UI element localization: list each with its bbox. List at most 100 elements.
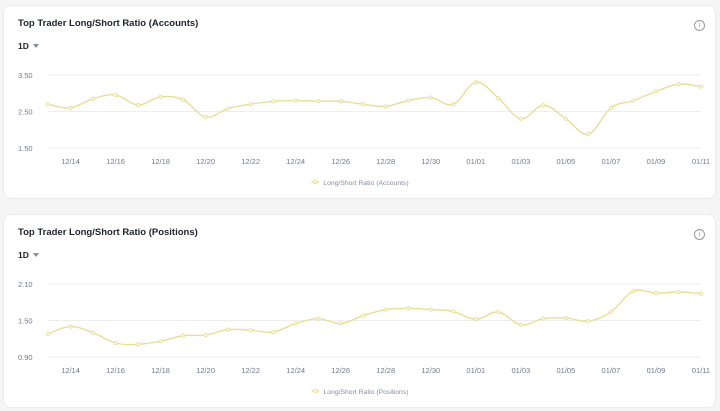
y-tick-label: 0.90 xyxy=(18,353,33,362)
data-point[interactable] xyxy=(653,291,659,296)
caret-down-icon xyxy=(32,253,39,257)
data-point[interactable] xyxy=(45,331,51,336)
x-tick-label: 12/18 xyxy=(151,366,170,375)
x-tick-label: 12/28 xyxy=(376,366,395,375)
y-tick-label: 2.50 xyxy=(18,108,33,117)
data-point[interactable] xyxy=(203,333,208,338)
x-tick-label: 12/20 xyxy=(196,366,215,375)
data-point[interactable] xyxy=(113,340,118,346)
x-tick-label: 01/01 xyxy=(466,157,485,166)
info-icon[interactable]: i xyxy=(694,20,705,31)
data-point[interactable] xyxy=(586,319,591,324)
data-point[interactable] xyxy=(361,313,366,318)
x-tick-label: 01/05 xyxy=(557,366,576,375)
data-point[interactable] xyxy=(473,317,478,322)
legend-marker xyxy=(313,179,318,185)
data-point[interactable] xyxy=(563,116,568,121)
x-tick-label: 01/07 xyxy=(602,157,621,166)
interval-selector[interactable]: 1D xyxy=(18,250,39,260)
data-point[interactable] xyxy=(496,309,501,315)
data-point[interactable] xyxy=(338,321,343,326)
data-point[interactable] xyxy=(451,309,456,314)
x-tick-label: 01/09 xyxy=(647,366,666,375)
x-tick-label: 12/24 xyxy=(286,157,305,166)
data-point[interactable] xyxy=(90,330,96,335)
x-tick-label: 12/14 xyxy=(61,366,80,375)
data-point[interactable] xyxy=(248,102,253,107)
y-tick-label: 2.10 xyxy=(18,280,33,289)
data-point[interactable] xyxy=(158,94,163,100)
data-point[interactable] xyxy=(563,315,568,321)
data-point[interactable] xyxy=(293,98,298,103)
data-point[interactable] xyxy=(698,291,704,296)
x-tick-label: 12/16 xyxy=(106,366,125,375)
data-point[interactable] xyxy=(203,114,208,120)
data-point[interactable] xyxy=(181,97,186,102)
x-tick-label: 12/30 xyxy=(421,366,440,375)
data-point[interactable] xyxy=(113,92,118,98)
data-point[interactable] xyxy=(271,329,276,335)
data-point[interactable] xyxy=(383,104,388,109)
x-tick-label: 01/01 xyxy=(466,366,485,375)
data-point[interactable] xyxy=(68,105,73,110)
data-point[interactable] xyxy=(316,99,321,104)
data-point[interactable] xyxy=(271,99,276,104)
series-line xyxy=(47,81,702,135)
data-point[interactable] xyxy=(158,339,163,344)
data-point[interactable] xyxy=(90,96,96,101)
data-point[interactable] xyxy=(676,289,681,295)
accounts-ratio-chart: 1.50 2.50 3.50 12/14 12/16 12/18 12/20 12/22 12/… xyxy=(18,71,710,187)
x-tick-label: 01/09 xyxy=(647,157,666,166)
data-point[interactable] xyxy=(496,95,501,101)
data-point[interactable] xyxy=(68,324,73,329)
data-point[interactable] xyxy=(653,89,659,94)
data-point[interactable] xyxy=(608,105,614,110)
data-point[interactable] xyxy=(518,322,523,327)
data-point[interactable] xyxy=(226,106,231,111)
data-point[interactable] xyxy=(293,321,298,326)
data-point[interactable] xyxy=(338,99,343,104)
data-point[interactable] xyxy=(383,307,388,312)
data-point[interactable] xyxy=(451,102,456,107)
interval-selector[interactable]: 1D xyxy=(18,41,39,51)
x-tick-label: 12/30 xyxy=(421,157,440,166)
x-tick-label: 01/11 xyxy=(692,366,710,375)
data-point[interactable] xyxy=(586,132,591,137)
x-tick-label: 12/22 xyxy=(241,366,260,375)
data-point[interactable] xyxy=(541,316,546,321)
data-point[interactable] xyxy=(428,307,433,312)
data-point[interactable] xyxy=(135,342,141,347)
x-tick-label: 12/14 xyxy=(61,157,80,166)
data-point[interactable] xyxy=(541,103,546,108)
data-point[interactable] xyxy=(135,102,141,108)
legend-label: Long/Short Ratio (Positions) xyxy=(323,389,408,396)
x-tick-label: 01/03 xyxy=(511,366,530,375)
data-point[interactable] xyxy=(181,333,186,338)
data-point[interactable] xyxy=(406,98,411,103)
data-point[interactable] xyxy=(226,327,231,332)
x-tick-label: 12/26 xyxy=(331,157,350,166)
data-point[interactable] xyxy=(518,116,523,121)
legend-marker xyxy=(313,388,318,394)
y-tick-label: 1.50 xyxy=(18,144,33,153)
data-point[interactable] xyxy=(631,289,636,294)
data-point[interactable] xyxy=(45,102,51,107)
data-point[interactable] xyxy=(361,102,366,107)
data-point[interactable] xyxy=(428,95,433,100)
data-point[interactable] xyxy=(676,82,681,87)
positions-ratio-chart: 0.90 1.50 2.10 12/14 12/16 12/18 12/20 12/22 12/… xyxy=(18,280,710,396)
interval-value: 1D xyxy=(18,41,29,51)
y-tick-label: 1.50 xyxy=(18,317,33,326)
caret-down-icon xyxy=(32,44,39,48)
info-icon[interactable]: i xyxy=(694,229,705,240)
data-point[interactable] xyxy=(698,84,704,89)
legend-label: Long/Short Ratio (Accounts) xyxy=(323,180,408,187)
x-tick-label: 01/03 xyxy=(511,157,530,166)
data-point[interactable] xyxy=(316,316,321,321)
data-point[interactable] xyxy=(406,306,411,311)
x-tick-label: 12/26 xyxy=(331,366,350,375)
data-point[interactable] xyxy=(473,80,478,85)
data-point[interactable] xyxy=(608,309,614,315)
data-point[interactable] xyxy=(631,98,636,103)
data-point[interactable] xyxy=(248,328,253,333)
